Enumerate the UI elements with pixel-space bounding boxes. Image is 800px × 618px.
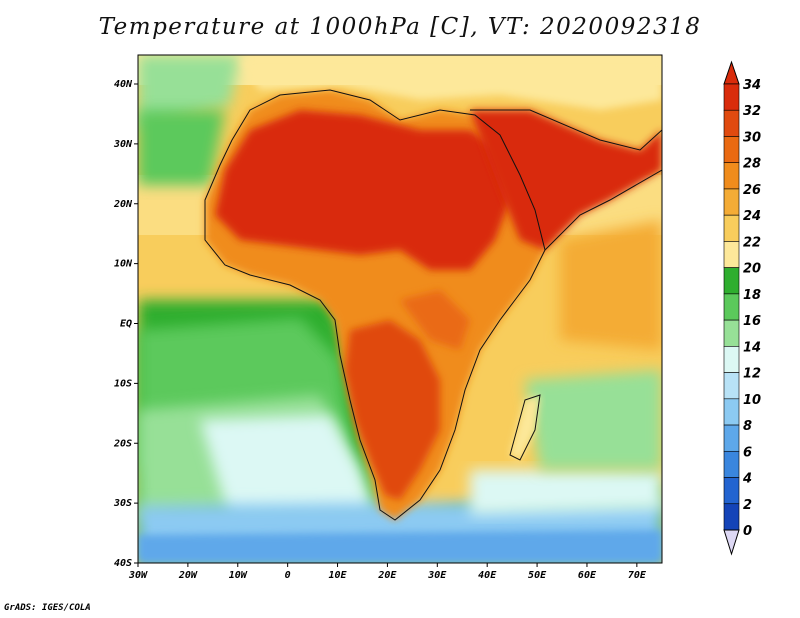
colorbar-segment (723, 450, 740, 478)
colorbar-label: 2 (743, 498, 752, 513)
y-tick-label: 40S (114, 558, 132, 569)
x-tick-label: 50E (528, 570, 547, 581)
ocean-band-coldest (138, 530, 662, 563)
colorbar-label: 24 (743, 209, 761, 224)
colorbar-segment (723, 267, 740, 295)
ocean-band-cold-west (200, 415, 375, 520)
colorbar-segment (723, 188, 740, 216)
colorbar-label: 12 (743, 367, 761, 382)
x-tick-label: 20W (178, 570, 198, 581)
colorbar-label: 28 (743, 157, 761, 172)
africa-hot-sahara (215, 110, 510, 270)
temperature-field (138, 55, 662, 563)
x-tick-label: 30E (427, 570, 447, 581)
y-axis: 40N 30N 20N 10N EQ 10S 20S 30S 40S (113, 79, 138, 569)
madagascar-coastline (509, 394, 541, 461)
y-tick-label: 40N (114, 79, 133, 90)
y-tick-label: 30S (113, 498, 132, 509)
colorbar-segment (723, 372, 740, 400)
colorbar-segment (723, 109, 740, 137)
arabia-hot (470, 110, 662, 250)
colorbar-label: 32 (743, 104, 761, 119)
colorbar-label: 14 (743, 340, 761, 355)
colorbar-label: 30 (743, 130, 761, 145)
plot-frame (137, 54, 663, 564)
colorbar-segment (723, 162, 740, 190)
colorbar-segment (723, 83, 740, 111)
credit-text: GrADS: IGES/COLA (4, 603, 91, 613)
colorbar-label: 20 (743, 262, 761, 277)
colorbar-label: 34 (743, 78, 761, 93)
colorbar-label: 16 (743, 314, 761, 329)
colorbar-segment (723, 346, 740, 373)
x-tick-label: 10E (329, 570, 348, 581)
colorbar-top-triangle (723, 60, 740, 85)
africa-hot-south (345, 320, 440, 500)
y-tick-label: EQ (120, 319, 132, 330)
colorbar-segment (723, 136, 740, 164)
colorbar-segment (723, 241, 740, 268)
ocean-band-canary (138, 110, 225, 185)
colorbar-segment (723, 503, 740, 531)
y-tick-label: 10S (114, 378, 132, 389)
colorbar-segment (723, 319, 740, 347)
colorbar-segment (723, 424, 740, 452)
x-tick-label: 30W (128, 570, 148, 581)
africa-hot-central (400, 290, 470, 350)
africa-coastline (204, 89, 546, 521)
colorbar-segment (723, 293, 740, 321)
madagascar (510, 395, 540, 460)
x-tick-label: 0 (285, 570, 291, 581)
x-tick-label: 20E (377, 570, 397, 581)
colorbar-label: 0 (743, 524, 752, 539)
ocean-band-cold-east (470, 470, 662, 515)
y-tick-label: 20S (113, 438, 132, 449)
y-tick-label: 10N (114, 259, 133, 270)
ocean-band-indian-green (525, 370, 662, 470)
colorbar-label: 8 (743, 419, 752, 434)
colorbar-label: 10 (743, 393, 761, 408)
colorbar-label: 6 (743, 445, 752, 460)
colorbar-label: 18 (743, 288, 761, 303)
x-tick-label: 40E (478, 570, 497, 581)
chart-title: Temperature at 1000hPa [C], VT: 20200923… (98, 14, 702, 40)
y-tick-label: 30N (113, 139, 133, 150)
x-tick-label: 10W (229, 570, 248, 581)
x-tick-label: 70E (628, 570, 647, 581)
x-axis: 30W 20W 10W 0 10E 20E 30E 40E 50E 60E 70E (128, 563, 647, 581)
colorbar-segment (723, 214, 740, 242)
colorbar-label: 4 (742, 472, 752, 487)
colorbar-segment (723, 398, 740, 426)
arabia-coastline (470, 109, 662, 251)
y-tick-label: 20N (113, 199, 133, 210)
colorbar-label: 26 (743, 183, 761, 198)
x-tick-label: 60E (578, 570, 597, 581)
ocean-band-arabian-sea (560, 220, 662, 350)
colorbar-label: 22 (743, 235, 761, 250)
colorbar-segment (723, 477, 740, 505)
colorbar-bottom-triangle (723, 529, 740, 556)
europe-mediterranean (240, 60, 662, 110)
